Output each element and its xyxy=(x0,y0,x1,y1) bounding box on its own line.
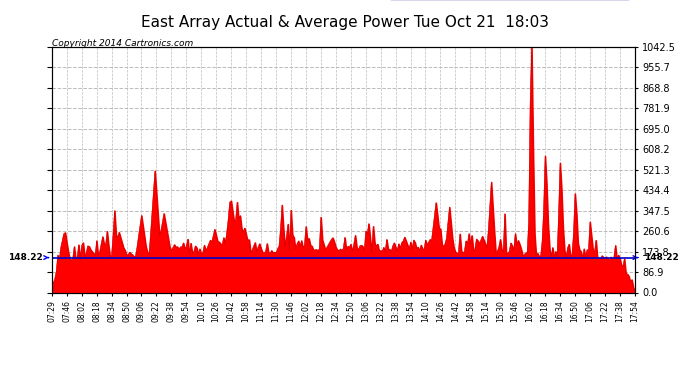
Text: East Array Actual & Average Power Tue Oct 21  18:03: East Array Actual & Average Power Tue Oc… xyxy=(141,15,549,30)
Text: 148.22: 148.22 xyxy=(8,253,48,262)
Text: Copyright 2014 Cartronics.com: Copyright 2014 Cartronics.com xyxy=(52,39,193,48)
Text: 148.22: 148.22 xyxy=(633,253,678,262)
